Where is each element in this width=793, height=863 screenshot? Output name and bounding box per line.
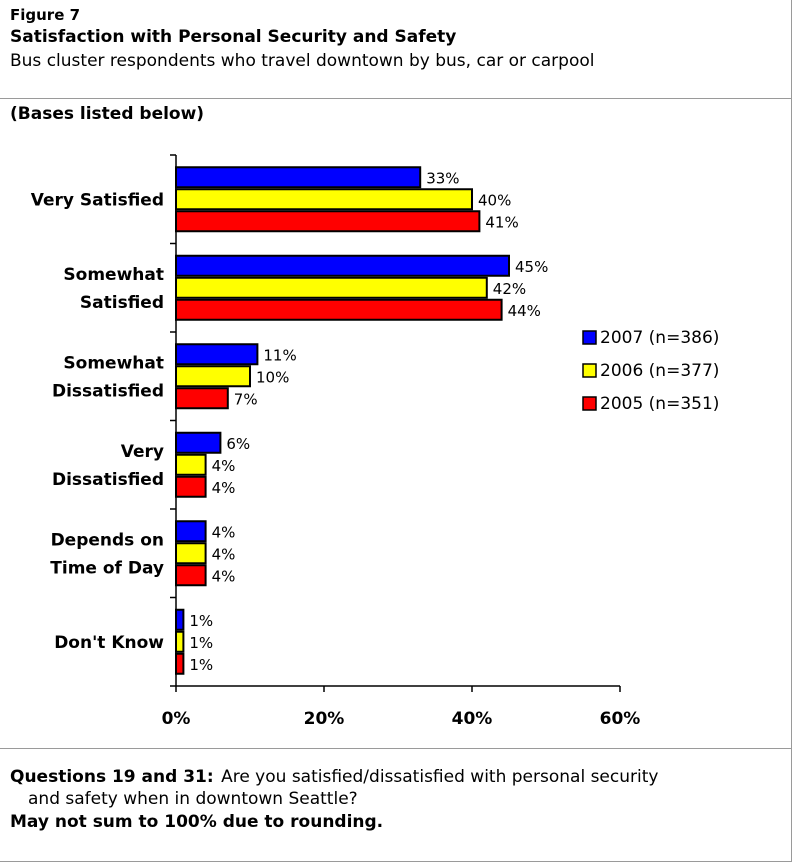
category-label: Time of Day	[50, 558, 164, 578]
category-label: Depends on	[51, 530, 164, 550]
bar	[175, 298, 503, 321]
header-divider	[0, 98, 792, 99]
figure-title: Satisfaction with Personal Security and …	[10, 27, 457, 47]
bar-value-label: 1%	[189, 634, 213, 652]
legend-swatch	[582, 330, 597, 345]
bar-value-label: 33%	[426, 169, 459, 187]
question-label: Questions 19 and 31:	[10, 767, 214, 787]
legend-swatch	[582, 363, 597, 378]
bar-value-label: 4%	[212, 567, 236, 585]
bar	[175, 652, 185, 675]
bar	[175, 387, 229, 410]
category-label: Very Satisfied	[31, 190, 164, 210]
bar-value-label: 11%	[263, 346, 296, 364]
bar	[175, 210, 481, 233]
bar	[175, 453, 207, 476]
question-text: Are you satisfied/dissatisfied with pers…	[221, 767, 659, 787]
bar	[175, 475, 207, 498]
bar	[175, 564, 207, 587]
question-text-continued: and safety when in downtown Seattle?	[28, 789, 358, 809]
figure-label: Figure 7	[10, 6, 81, 24]
category-label: Dissatisfied	[52, 381, 164, 401]
bar-value-label: 4%	[212, 479, 236, 497]
bar-chart: 33% 40% 41% Very Satisfied 45% 42% 44% Somewhat…	[31, 154, 719, 729]
category-label: Don't Know	[54, 633, 164, 653]
bar-value-label: 45%	[515, 258, 548, 276]
bar	[175, 188, 473, 211]
category-label: Somewhat	[63, 353, 164, 373]
figure-subtitle: Bus cluster respondents who travel downt…	[10, 51, 595, 71]
footer-divider	[0, 748, 792, 749]
bar-value-label: 41%	[485, 213, 518, 231]
legend-label: 2007 (n=386)	[600, 328, 719, 348]
x-tick-label: 40%	[452, 709, 493, 729]
bar-value-label: 1%	[189, 612, 213, 630]
bar	[175, 276, 488, 299]
bar	[175, 343, 259, 366]
bar-value-label: 4%	[212, 457, 236, 475]
x-tick-label: 0%	[162, 709, 191, 729]
x-tick-label: 20%	[304, 709, 345, 729]
bar-value-label: 4%	[212, 523, 236, 541]
bases-note: (Bases listed below)	[10, 104, 205, 124]
bar	[175, 520, 207, 543]
category-label: Very	[121, 442, 164, 462]
category-label: Somewhat	[63, 265, 164, 285]
bar	[175, 608, 185, 631]
category-label: Satisfied	[80, 293, 164, 313]
bar-value-label: 42%	[493, 280, 526, 298]
bar	[175, 630, 185, 653]
bar-value-label: 6%	[226, 435, 250, 453]
figure-header: Figure 7 Satisfaction with Personal Secu…	[10, 4, 783, 73]
bar	[175, 166, 422, 189]
legend-label: 2006 (n=377)	[600, 361, 719, 381]
bar	[175, 254, 510, 277]
bar	[175, 542, 207, 565]
bar	[175, 365, 251, 388]
bar-value-label: 40%	[478, 191, 511, 209]
category-label: Dissatisfied	[52, 470, 164, 490]
x-tick-label: 60%	[600, 709, 641, 729]
bar-value-label: 1%	[189, 656, 213, 674]
bar-value-label: 44%	[508, 302, 541, 320]
bar	[175, 431, 222, 454]
bar-value-label: 4%	[212, 545, 236, 563]
bar-value-label: 7%	[234, 390, 258, 408]
rounding-note: May not sum to 100% due to rounding.	[10, 812, 384, 832]
question-note: Questions 19 and 31: Are you satisfied/d…	[10, 766, 773, 810]
legend-label: 2005 (n=351)	[600, 394, 719, 414]
legend-swatch	[582, 396, 597, 411]
bar-value-label: 10%	[256, 368, 289, 386]
